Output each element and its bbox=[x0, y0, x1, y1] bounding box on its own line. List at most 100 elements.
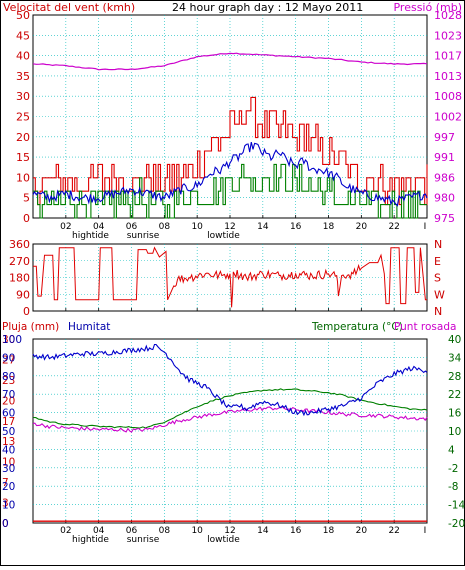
time-tick-label: 16 bbox=[290, 222, 302, 232]
time-tick-label: 18 bbox=[323, 222, 335, 232]
time-tick-label: 14 bbox=[257, 526, 269, 536]
time-tick-label: 18 bbox=[323, 526, 335, 536]
time-event-label: hightide bbox=[72, 231, 109, 241]
humidity-axis-label: Humitat bbox=[68, 321, 110, 333]
y-tick-label: 5 bbox=[23, 192, 30, 205]
time-tick-label: 06 bbox=[126, 222, 138, 232]
time-tick-label: 22 bbox=[388, 222, 399, 232]
y-tick-label: 45 bbox=[16, 29, 30, 42]
time-event-label: hightide bbox=[72, 535, 109, 545]
y2-tick-label: -20 bbox=[448, 518, 465, 530]
y-tick-label: 50 bbox=[16, 9, 30, 22]
rain-axis-label: Pluja (mm) bbox=[2, 321, 59, 333]
y-tick-label: 30 bbox=[2, 463, 15, 475]
y-tick-label: 30 bbox=[16, 90, 30, 103]
y-tick-label: 7 bbox=[2, 477, 9, 489]
y-tick-label: 70 bbox=[2, 389, 15, 401]
y-tick-label: 40 bbox=[2, 444, 15, 456]
y-tick-label: 23 bbox=[2, 375, 15, 387]
time-tick-label: 04 bbox=[93, 222, 105, 232]
y2-tick-label: 997 bbox=[434, 131, 455, 144]
y2-tick-label: E bbox=[434, 255, 441, 268]
time-tick-label: 20 bbox=[356, 526, 368, 536]
time-tick-label: 10 bbox=[191, 222, 203, 232]
time-tick-label: 06 bbox=[126, 526, 138, 536]
y2-tick-label: 1017 bbox=[434, 50, 462, 63]
time-event-label: sunrise bbox=[127, 231, 160, 241]
y-tick-label: 10 bbox=[2, 457, 15, 469]
y-tick-label: 27 bbox=[2, 354, 15, 366]
time-tick-label: 14 bbox=[257, 222, 269, 232]
y-tick-label: 20 bbox=[16, 131, 30, 144]
wind-axis-label: Velocitat del vent (kmh) bbox=[3, 1, 135, 14]
y2-tick-label: 991 bbox=[434, 151, 455, 164]
time-tick-label: 12 bbox=[224, 526, 235, 536]
y2-tick-label: 10 bbox=[448, 426, 461, 438]
time-tick-label: 20 bbox=[356, 222, 368, 232]
y2-tick-label: 1023 bbox=[434, 29, 462, 42]
graph-title: 24 hour graph day : 12 Mayo 2011 bbox=[172, 1, 363, 14]
time-tick-label: 02 bbox=[60, 222, 71, 232]
y-tick-label: 0 bbox=[2, 518, 9, 530]
y-tick-label: 20 bbox=[2, 481, 15, 493]
y-tick-label: 180 bbox=[9, 272, 30, 285]
y-tick-label: 100 bbox=[2, 334, 22, 346]
y-tick-label: 40 bbox=[16, 50, 30, 63]
y-tick-label: 10 bbox=[2, 500, 15, 512]
y2-tick-label: 4 bbox=[448, 444, 455, 456]
time-tick-label: 22 bbox=[388, 526, 399, 536]
y2-tick-label: 22 bbox=[448, 389, 461, 401]
time-tick-label: 12 bbox=[224, 222, 235, 232]
time-tick-label: 16 bbox=[290, 526, 302, 536]
y2-tick-label: -8 bbox=[448, 481, 458, 493]
time-end-marker: I bbox=[424, 222, 427, 232]
wind-direction-line bbox=[33, 246, 427, 308]
y2-tick-label: 1008 bbox=[434, 90, 462, 103]
y-tick-label: 17 bbox=[2, 416, 15, 428]
y-tick-label: 80 bbox=[2, 371, 15, 383]
y-tick-label: 30 bbox=[2, 334, 15, 346]
y2-tick-label: -2 bbox=[448, 463, 458, 475]
y2-tick-label: 986 bbox=[434, 171, 455, 184]
y-tick-label: 25 bbox=[16, 111, 30, 124]
y-tick-label: 10 bbox=[16, 171, 30, 184]
time-tick-label: 08 bbox=[159, 222, 171, 232]
y-tick-label: 0 bbox=[23, 212, 30, 225]
temp-humidity-panel: 037101317202327300102030405060708090100-… bbox=[2, 334, 465, 545]
pressure-line bbox=[32, 52, 428, 71]
y2-tick-label: S bbox=[434, 272, 441, 285]
time-tick-label: 10 bbox=[191, 526, 203, 536]
humidity-line bbox=[32, 343, 428, 417]
y2-tick-label: W bbox=[434, 288, 445, 301]
time-event-label: sunrise bbox=[127, 535, 160, 545]
y2-tick-label: 1028 bbox=[434, 9, 462, 22]
time-event-label: lowtide bbox=[207, 231, 240, 241]
y2-tick-label: 16 bbox=[448, 408, 462, 420]
y2-tick-label: 40 bbox=[448, 334, 461, 346]
y-tick-label: 20 bbox=[2, 395, 15, 407]
y2-tick-label: N bbox=[434, 238, 442, 251]
y2-tick-label: 980 bbox=[434, 192, 455, 205]
y-tick-label: 60 bbox=[2, 408, 15, 420]
y-tick-label: 35 bbox=[16, 70, 30, 83]
time-tick-label: 08 bbox=[159, 526, 171, 536]
temperature-axis-label: Temperatura (°C) bbox=[311, 321, 403, 333]
y2-tick-label: N bbox=[434, 305, 442, 318]
y2-tick-label: 34 bbox=[448, 352, 462, 364]
time-tick-label: 04 bbox=[93, 526, 105, 536]
y2-tick-label: -14 bbox=[448, 500, 465, 512]
pressure-axis-label: Pressió (mb) bbox=[393, 1, 462, 14]
y-tick-label: 360 bbox=[9, 238, 30, 251]
dewpoint-line bbox=[32, 405, 428, 433]
y-tick-label: 3 bbox=[2, 498, 9, 510]
y-tick-label: 13 bbox=[2, 436, 15, 448]
y2-tick-label: 975 bbox=[434, 212, 455, 225]
wind-average-line bbox=[32, 141, 428, 207]
y-tick-label: 0 bbox=[2, 518, 9, 530]
dewpoint-axis-label: Punt rosada bbox=[394, 321, 456, 333]
time-tick-label: 02 bbox=[60, 526, 71, 536]
y2-tick-label: 1002 bbox=[434, 111, 462, 124]
